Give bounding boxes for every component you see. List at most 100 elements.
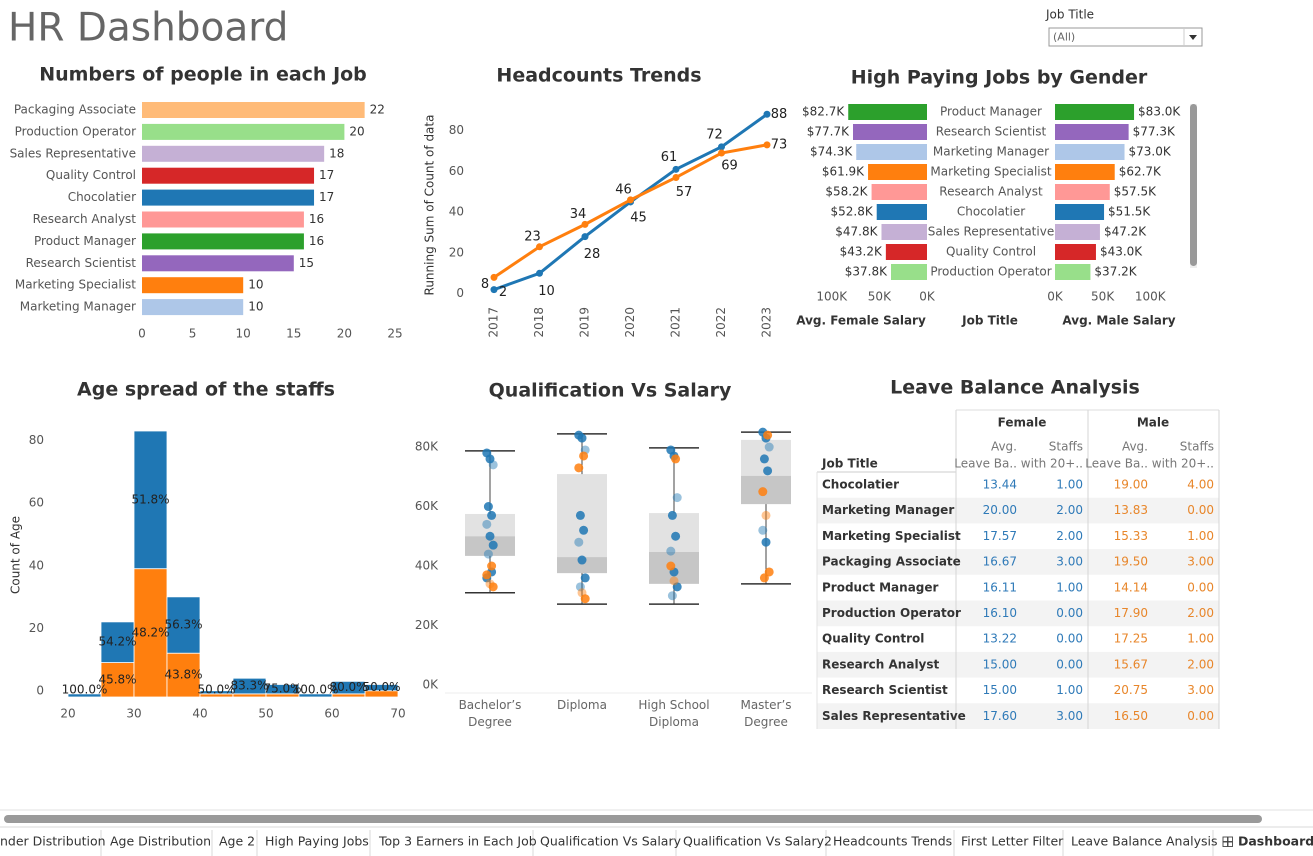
y-tick-label: Marketing Manager (20, 300, 136, 314)
data-label: 20 (349, 124, 364, 138)
point (485, 454, 495, 464)
tab[interactable]: Leave Balance Analysis (1071, 834, 1217, 849)
y-tick-label: 80K (415, 440, 439, 454)
category-label: Research Scientist (936, 125, 1047, 139)
tab[interactable]: Age Distribution (110, 834, 211, 849)
row-band (817, 497, 1219, 524)
share-label: 45.8% (98, 672, 136, 686)
point (671, 531, 681, 541)
icon-cell (1222, 836, 1228, 842)
data-label: 8 (481, 277, 489, 292)
row-label: Marketing Specialist (822, 529, 961, 543)
share-label: 56.3% (164, 618, 202, 632)
point (763, 110, 771, 118)
point (763, 430, 773, 440)
table-title: Leave Balance Analysis (890, 377, 1140, 399)
bar-female (876, 204, 927, 220)
point (483, 502, 493, 512)
y-tick-label: Marketing Specialist (15, 278, 136, 292)
data-label: 10 (248, 300, 263, 314)
data-label: 23 (524, 229, 541, 244)
point (666, 561, 676, 571)
point (488, 460, 498, 470)
tab[interactable]: Headcounts Trends (833, 834, 952, 849)
point (666, 546, 676, 556)
column-header: Leave Ba.. (1085, 457, 1148, 471)
point (482, 570, 492, 580)
x-tick-label: 15 (286, 327, 301, 341)
point (718, 149, 725, 157)
scrollbar-thumb[interactable] (4, 815, 1262, 823)
x-tick-label: 50K (868, 290, 892, 304)
point (672, 165, 680, 173)
point (483, 549, 493, 559)
table-cell: 17.60 (983, 709, 1017, 723)
y-tick-label: 60K (415, 499, 439, 513)
column-header: Leave Ba.. (954, 457, 1017, 471)
column-header: Avg. (991, 440, 1017, 454)
table-cell: 1.00 (1187, 632, 1214, 646)
column-header: Avg. (1122, 440, 1148, 454)
data-label: 18 (329, 146, 344, 160)
data-label: 28 (584, 247, 601, 262)
table-cell: 2.00 (1056, 503, 1083, 517)
tab[interactable]: nder Distribution (0, 834, 106, 849)
tab[interactable]: Top 3 Earners in Each Job (378, 834, 537, 849)
table-cell: 16.11 (983, 580, 1017, 594)
dropdown-value[interactable]: (All) (1053, 31, 1075, 44)
tab[interactable]: First Letter Filter (961, 834, 1064, 849)
bar (142, 277, 244, 294)
tab[interactable]: Qualification Vs Salary2 (683, 834, 832, 849)
table-cell: 1.00 (1056, 478, 1083, 492)
row-label: Marketing Manager (822, 503, 954, 517)
data-label: $77.7K (807, 125, 850, 139)
point (758, 487, 768, 497)
tab[interactable]: Age 2 (219, 834, 255, 849)
group-header: Female (998, 416, 1047, 430)
data-label: $43.2K (840, 245, 883, 259)
y-axis-label: Count of Age (9, 516, 23, 594)
scroll-thumb[interactable] (1190, 104, 1197, 266)
x-tick-label: Diploma (557, 698, 607, 712)
row-label: Sales Representative (822, 709, 966, 723)
box-upper (465, 513, 515, 537)
dropdown-arrow[interactable] (1189, 35, 1197, 40)
table-cell: 1.00 (1056, 580, 1083, 594)
y-tick-label: 0K (422, 677, 439, 691)
x-tick-label: 20 (337, 327, 352, 341)
tab[interactable]: High Paying Jobs (265, 834, 369, 849)
share-label: 80.0% (329, 680, 367, 694)
point (577, 555, 587, 565)
point (672, 493, 682, 503)
data-label: $61.9K (822, 165, 865, 179)
bar-female (885, 244, 927, 260)
filter-label: Job Title (1045, 8, 1094, 22)
y-tick-label: Chocolatier (68, 190, 136, 204)
point (667, 591, 677, 601)
point (579, 525, 589, 535)
tab[interactable]: Dashboard 1 (1238, 834, 1313, 849)
point (672, 582, 682, 592)
x-tick-label: Bachelor’s Degree (458, 698, 522, 729)
chart-title: Headcounts Trends (496, 65, 701, 87)
tab[interactable]: Qualification Vs Salary (540, 834, 682, 849)
table-cell: 2.00 (1187, 657, 1214, 671)
bar-male (1055, 144, 1125, 160)
bar-male (1055, 264, 1091, 280)
category-label: Product Manager (940, 105, 1042, 119)
point (536, 243, 543, 251)
y-axis-label: Running Sum of Count of data (423, 115, 437, 296)
bar-female (871, 184, 927, 200)
table-cell: 0.00 (1187, 709, 1214, 723)
column-header: with 20+.. (1021, 457, 1083, 471)
data-label: 69 (721, 159, 738, 174)
data-label: $62.7K (1119, 165, 1162, 179)
point (763, 141, 771, 149)
data-label: $82.7K (802, 105, 845, 119)
data-label: 17 (319, 168, 334, 182)
dropdown-box[interactable] (1048, 27, 1203, 47)
category-label: Sales Representative (928, 225, 1054, 239)
point (581, 220, 589, 228)
filter-dropdown[interactable]: (All) (1048, 27, 1203, 47)
